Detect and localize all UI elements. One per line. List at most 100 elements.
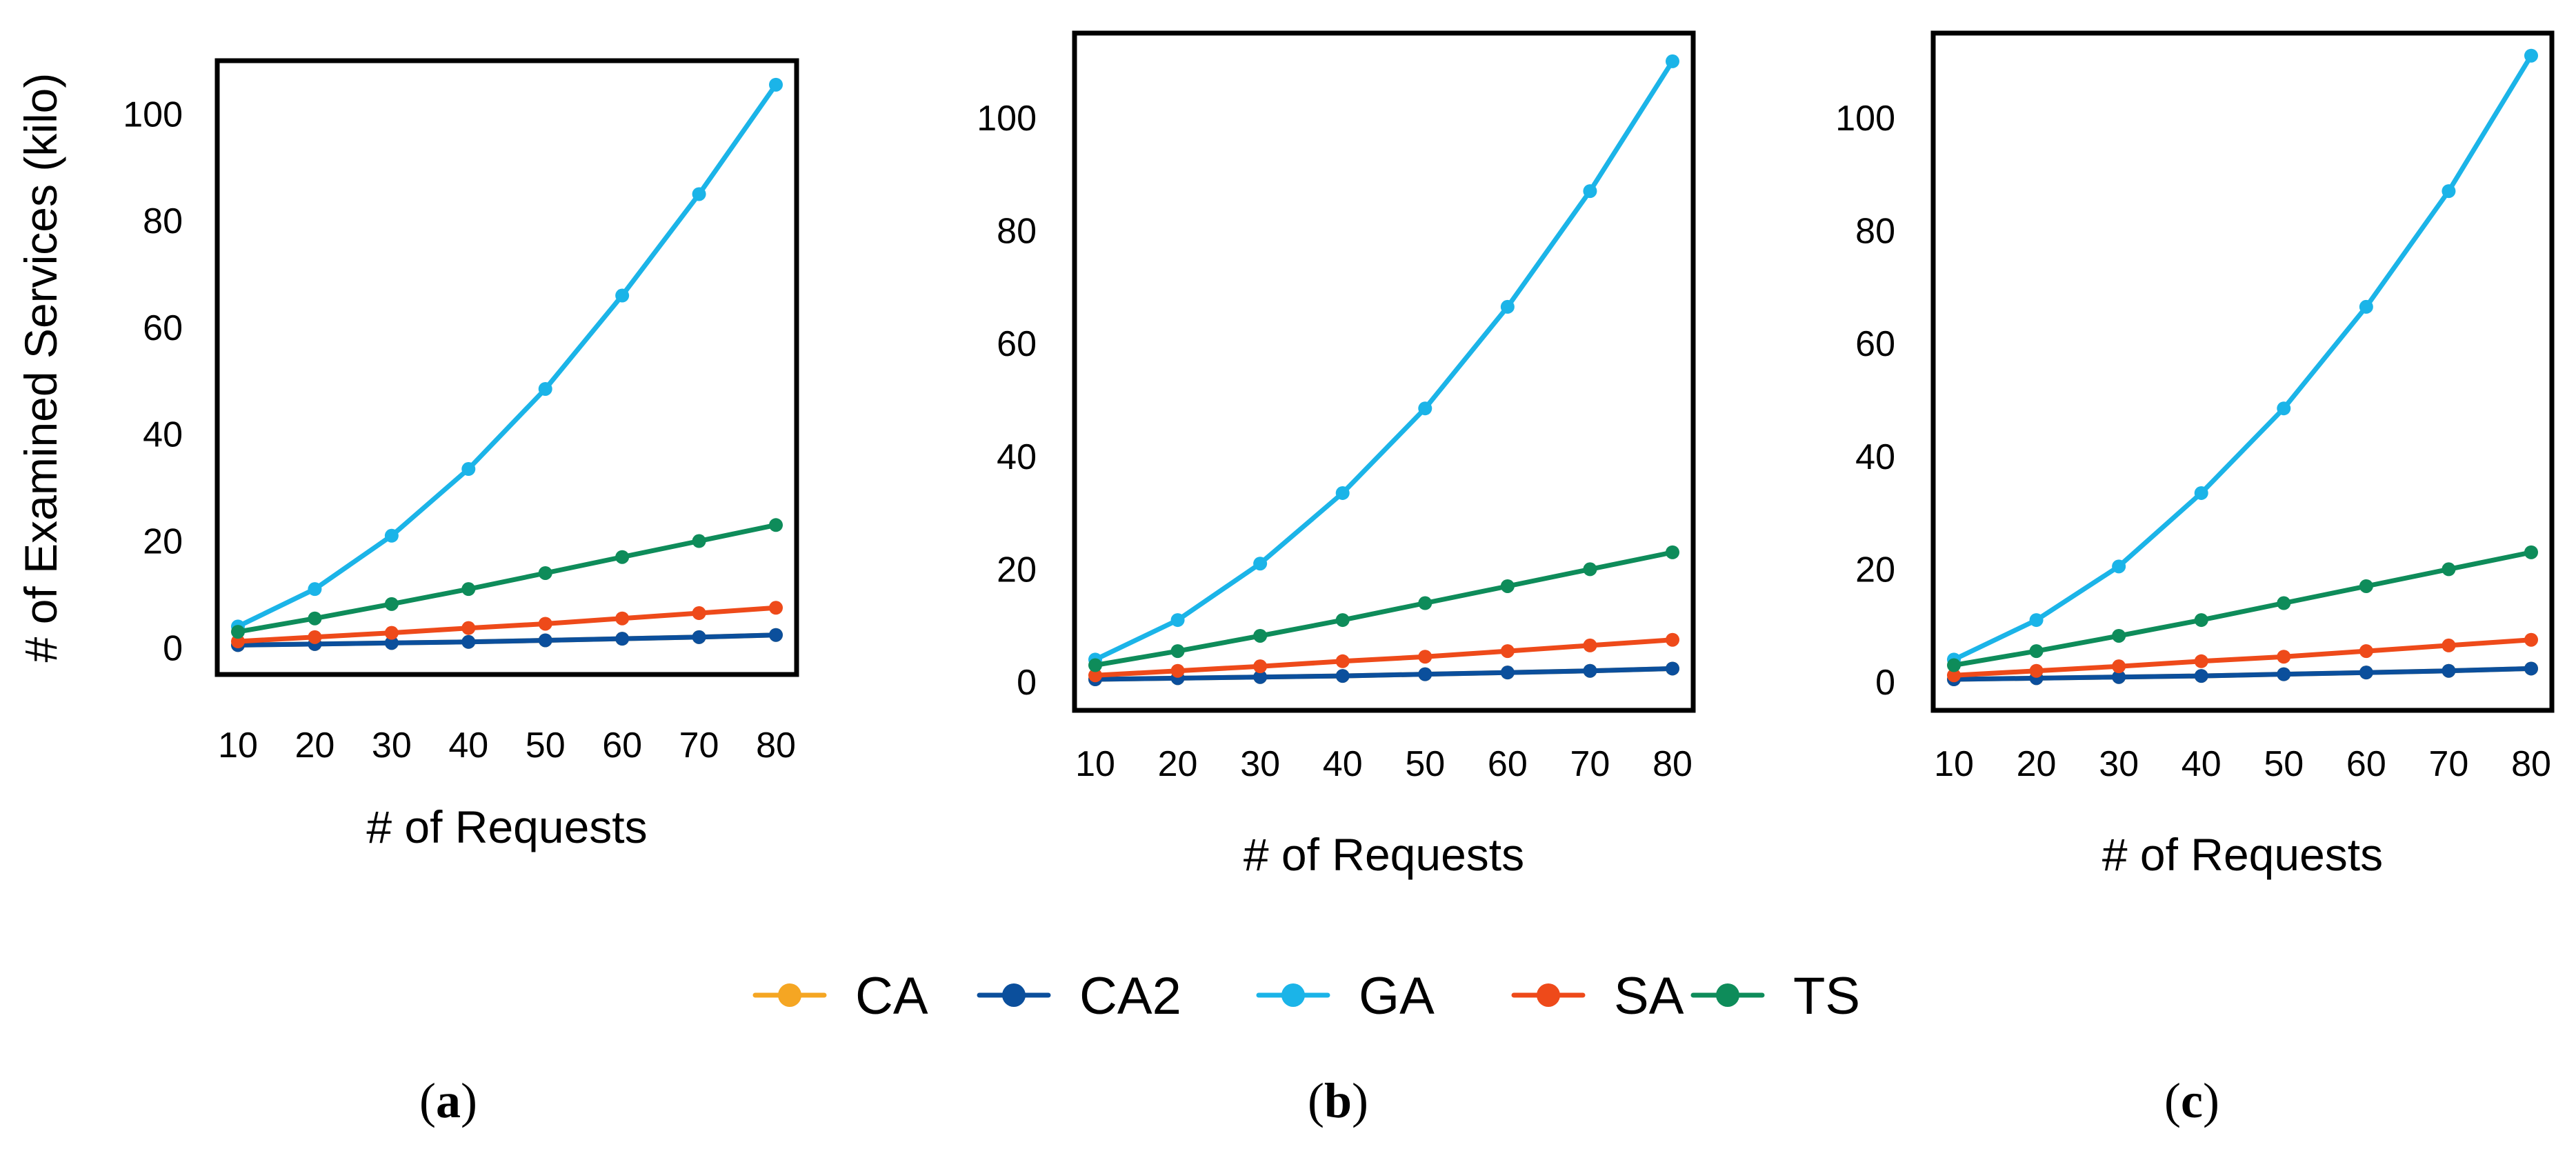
series-line-sa xyxy=(235,605,779,644)
data-point-ts xyxy=(2524,545,2538,559)
data-point-sa xyxy=(1666,632,1679,647)
data-point-ts xyxy=(1666,545,1679,559)
panel-caption: (a) xyxy=(419,1073,477,1128)
data-point-sa xyxy=(2524,632,2538,647)
series-line-ca2 xyxy=(1092,666,1675,682)
x-tick-label: 10 xyxy=(1934,744,1974,784)
data-point-ca2 xyxy=(2442,663,2456,678)
data-point-ts xyxy=(1500,579,1515,593)
data-point-sa xyxy=(2442,638,2456,652)
data-point-ts xyxy=(2359,579,2373,593)
data-point-sa xyxy=(2277,650,2291,664)
data-point-ga xyxy=(615,288,630,303)
panel-b: 0 20 40 60 80 100 10 20 30 40 50 60 70 80 # of Request… xyxy=(977,30,1696,1128)
panel-c: 0 20 40 60 80 100 10 20 30 40 50 60 70 80 # of Request… xyxy=(1835,30,2555,1128)
x-tick-label: 10 xyxy=(1075,744,1115,784)
x-tick-label: 30 xyxy=(1240,744,1280,784)
legend-item-ca2: CA2 xyxy=(977,967,1181,1026)
data-point-ga xyxy=(1583,184,1597,199)
panel-caption: (b) xyxy=(1308,1073,1368,1128)
x-tick-label: 70 xyxy=(2429,744,2469,784)
plot-frame xyxy=(1930,30,2555,713)
data-point-ga xyxy=(1500,299,1515,314)
data-point-ts xyxy=(2442,562,2456,577)
y-tick-label: 80 xyxy=(1855,211,1895,251)
data-point-ts xyxy=(2029,644,2044,659)
x-tick-label: 20 xyxy=(2017,744,2057,784)
data-point-ts xyxy=(692,534,706,548)
data-point-ga xyxy=(1253,557,1268,571)
legend-marker xyxy=(1537,983,1560,1007)
data-point-ts xyxy=(1335,613,1350,628)
data-point-ts xyxy=(231,625,245,639)
plot-frame xyxy=(1072,30,1696,713)
data-point-ga xyxy=(2524,48,2538,63)
x-tick-label: 70 xyxy=(1570,744,1610,784)
data-point-sa xyxy=(308,630,322,644)
data-point-sa xyxy=(2029,663,2044,678)
y-axis-title: # of Examined Services (kilo) xyxy=(15,73,66,663)
data-point-ca2 xyxy=(2359,666,2373,680)
y-tick-label: 60 xyxy=(143,308,183,348)
x-tick-label: 70 xyxy=(679,726,719,766)
data-point-ts xyxy=(308,611,322,626)
data-point-ga xyxy=(384,528,399,543)
data-point-ts xyxy=(384,597,399,611)
data-point-sa xyxy=(1583,638,1597,652)
data-point-ca2 xyxy=(2524,661,2538,676)
series-line-ga xyxy=(235,82,779,629)
data-point-ts xyxy=(2194,613,2208,628)
data-point-ca2 xyxy=(2194,669,2208,683)
data-point-ga xyxy=(2359,299,2373,314)
x-axis-title: # of Requests xyxy=(366,801,647,852)
y-tick-label: 80 xyxy=(143,201,183,241)
series-line-ca2 xyxy=(1951,666,2534,682)
data-point-sa xyxy=(2194,654,2208,668)
panel-caption: (c) xyxy=(2164,1073,2219,1128)
series-line-ga xyxy=(1951,53,2534,662)
data-point-ts xyxy=(538,566,552,580)
data-point-ca2 xyxy=(538,633,552,648)
data-point-sa xyxy=(1170,663,1185,678)
data-point-ts xyxy=(1583,562,1597,577)
x-tick-label: 30 xyxy=(2099,744,2139,784)
data-point-ts xyxy=(2277,596,2291,610)
data-point-ga xyxy=(1418,401,1432,416)
legend-marker xyxy=(778,983,801,1007)
x-tick-label: 60 xyxy=(1488,744,1528,784)
y-tick-label: 20 xyxy=(143,522,183,562)
data-point-ga xyxy=(538,381,552,396)
y-tick-label: 40 xyxy=(997,437,1037,477)
data-point-sa xyxy=(1253,659,1268,674)
data-point-sa xyxy=(769,601,783,615)
x-tick-label: 50 xyxy=(2264,744,2304,784)
y-tick-label: 60 xyxy=(1855,324,1895,364)
data-point-ga xyxy=(692,187,706,201)
legend: CA CA2 GA SA TS xyxy=(752,967,1860,1026)
series-line-ga xyxy=(1092,59,1675,662)
data-point-ts xyxy=(1947,658,1961,672)
y-tick-label: 40 xyxy=(143,415,183,455)
legend-item-sa: SA xyxy=(1511,967,1684,1026)
data-point-ts xyxy=(1418,596,1432,610)
data-point-sa xyxy=(231,634,245,649)
y-tick-label: 80 xyxy=(997,211,1037,251)
data-point-ga xyxy=(2112,559,2126,574)
x-tick-label: 80 xyxy=(2511,744,2551,784)
x-axis-title: # of Requests xyxy=(2102,829,2383,880)
data-point-ts xyxy=(1088,658,1102,672)
data-point-sa xyxy=(1335,654,1350,668)
data-point-ca2 xyxy=(1583,663,1597,678)
data-point-ga xyxy=(2194,486,2208,500)
y-tick-label: 100 xyxy=(1835,99,1895,139)
legend-label: TS xyxy=(1793,967,1860,1026)
data-point-ts xyxy=(461,582,476,597)
data-point-ga xyxy=(769,77,783,92)
x-tick-label: 30 xyxy=(372,726,412,766)
series-line-ts xyxy=(1092,550,1675,668)
data-point-sa xyxy=(2112,659,2126,674)
y-tick-label: 20 xyxy=(997,550,1037,590)
data-point-ca2 xyxy=(1666,661,1679,676)
data-point-ga xyxy=(1666,54,1679,68)
